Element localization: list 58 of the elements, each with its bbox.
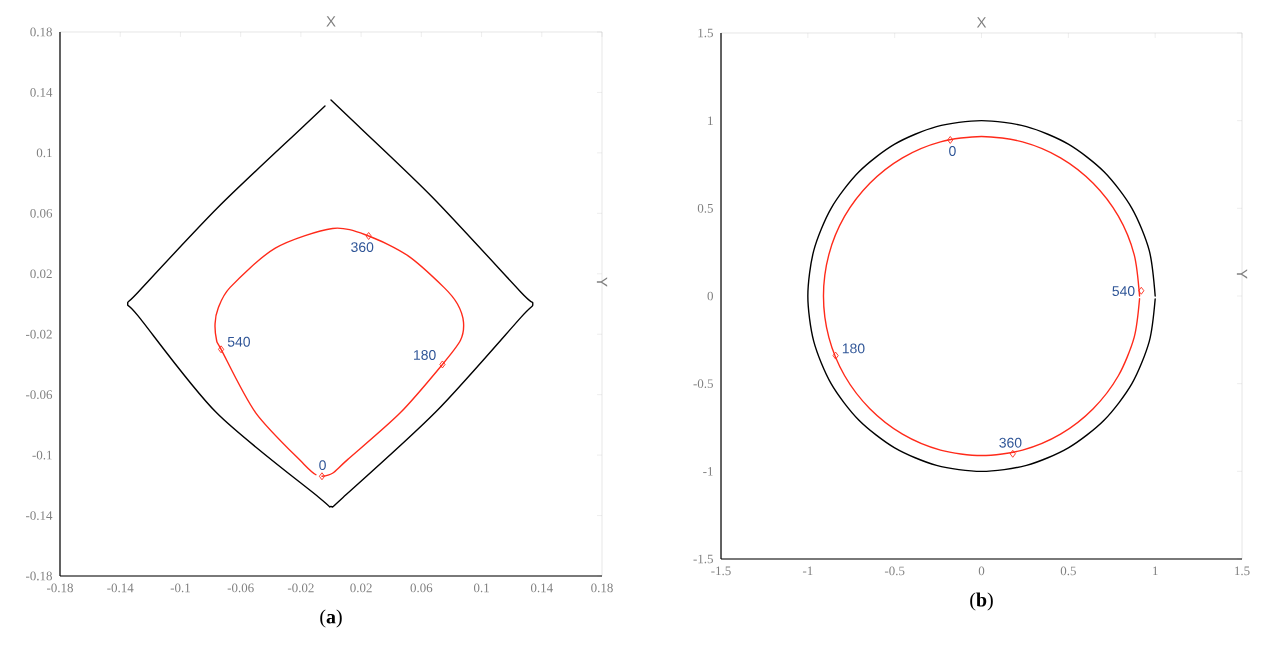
x-tick-label: 0.02 [350,583,372,593]
point [832,351,839,360]
point [318,472,326,481]
y-tick-label: 0.14 [30,88,53,97]
x-axis-title: X [976,17,987,28]
x-tick-label: -0.14 [107,583,134,593]
x-tick-label: -1 [802,566,813,576]
x-tick-label: -0.1 [170,583,190,593]
x-tick-label: 0 [978,566,985,576]
x-tick-label: -0.06 [227,583,254,593]
annotation: 360 [351,242,374,253]
y-tick-label: -1 [703,467,713,476]
x-tick-label: 0.1 [473,583,489,593]
x-axis-title: X [326,16,336,27]
annotation: 180 [842,343,865,354]
point [218,345,225,354]
x-tick-label: 1 [1153,566,1158,576]
y-tick-label: 1.5 [698,28,713,38]
annotation: 0 [319,460,326,471]
y-tick-label: -0.1 [32,450,52,460]
x-tick-label: 0.06 [410,583,433,593]
point [1009,449,1016,458]
line-series [822,135,1141,457]
point [439,360,446,369]
y-tick-label: 0 [707,291,713,301]
annotation: 360 [999,437,1022,448]
y-tick-label: 0.02 [30,269,52,279]
annotation: 180 [414,350,436,360]
text: (a) [320,609,342,628]
x-tick-label: 0.5 [1060,566,1076,576]
annotation: 540 [1112,286,1135,296]
line-series [127,99,534,508]
y-tick-label: -0.5 [693,379,713,389]
y-tick-label: 0.18 [30,27,52,37]
line-series [807,119,1156,473]
x-tick-label: 0.18 [591,583,613,593]
text: (b) [970,592,993,611]
y-axis-title: Y [1236,269,1248,279]
annotation: 540 [227,336,250,347]
x-tick-label: 0.14 [530,583,553,593]
y-tick-label: 1 [708,116,713,125]
x-tick-label: -0.02 [287,583,314,593]
y-tick-label: 0.1 [36,148,52,158]
x-tick-label: -0.5 [884,566,905,576]
y-tick-label: -0.14 [25,511,53,520]
x-tick-label: 1.5 [1235,566,1250,576]
point [947,136,954,144]
y-tick-label: -0.06 [25,390,53,400]
point [365,232,372,240]
y-axis-title: Y [596,277,608,287]
annotation: 0 [949,146,956,156]
line-series [214,227,465,477]
y-tick-label: 0.06 [30,208,53,218]
y-tick-label: -1.5 [693,554,713,564]
y-tick-label: -0.02 [25,329,52,339]
y-tick-label: 0.5 [697,203,713,213]
x-tick-label: -0.18 [47,583,73,593]
point [1138,286,1145,295]
